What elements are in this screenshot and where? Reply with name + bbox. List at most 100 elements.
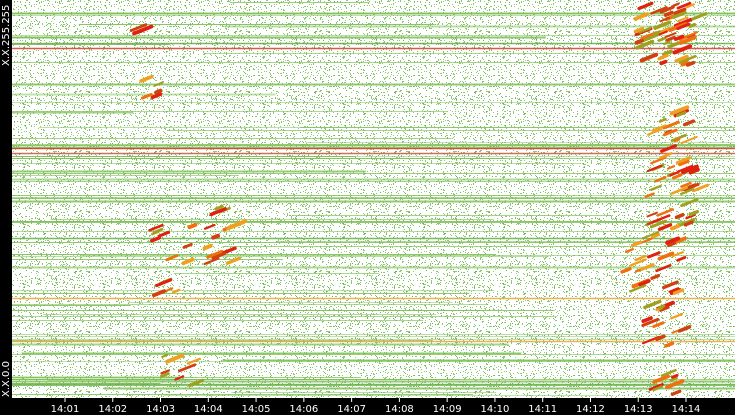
burst <box>647 251 661 259</box>
burst <box>692 183 710 193</box>
x-tick-label: 14:02 <box>98 404 127 415</box>
burst <box>160 372 170 378</box>
burst <box>665 35 676 42</box>
burst <box>672 2 680 7</box>
burst <box>674 54 689 63</box>
x-tick-label: 14:05 <box>242 404 271 415</box>
burst <box>222 246 237 255</box>
burst <box>680 164 699 175</box>
burst <box>667 241 677 248</box>
burst <box>676 164 694 173</box>
burst <box>661 280 679 290</box>
burst <box>659 5 675 14</box>
burst <box>647 128 663 136</box>
burst <box>151 230 160 236</box>
burst <box>656 208 674 217</box>
burst <box>652 321 665 329</box>
burst <box>154 88 163 95</box>
burst <box>150 92 163 100</box>
burst <box>650 6 668 15</box>
burst <box>202 243 213 251</box>
burst <box>685 60 696 67</box>
burst <box>646 164 663 173</box>
burst <box>642 231 660 240</box>
burst <box>181 257 195 266</box>
burst <box>682 119 696 127</box>
burst <box>675 156 691 165</box>
burst <box>129 23 148 32</box>
burst <box>658 30 668 36</box>
burst <box>678 35 697 45</box>
y-label-top: X.X.255.255 <box>1 5 12 66</box>
burst <box>655 334 666 342</box>
burst <box>135 24 154 35</box>
burst <box>673 17 693 28</box>
burst <box>165 353 185 364</box>
burst <box>635 39 655 50</box>
burst <box>630 240 642 248</box>
burst <box>680 60 689 67</box>
burst <box>687 33 696 39</box>
burst <box>658 304 666 310</box>
burst <box>669 376 678 382</box>
burst <box>155 278 173 288</box>
burst <box>652 385 664 392</box>
burst <box>678 159 690 167</box>
burst <box>671 373 679 379</box>
burst <box>661 49 673 57</box>
burst <box>638 26 652 34</box>
burst <box>651 124 667 132</box>
burst <box>673 138 681 143</box>
burst <box>670 389 682 396</box>
burst <box>659 152 673 159</box>
burst <box>674 213 685 220</box>
x-tick-label: 14:01 <box>51 404 80 415</box>
x-tick-label: 14:10 <box>481 404 510 415</box>
burst <box>683 220 694 227</box>
burst <box>625 248 634 254</box>
burst <box>160 369 170 375</box>
x-tick-label: 14:14 <box>672 404 701 415</box>
burst <box>188 378 205 388</box>
burst <box>662 128 678 137</box>
x-tick-label: 14:13 <box>624 404 653 415</box>
x-tick-label: 14:08 <box>385 404 414 415</box>
burst <box>678 35 688 41</box>
burst <box>643 299 662 310</box>
burst <box>670 133 687 142</box>
burst <box>653 30 661 35</box>
burst <box>641 317 660 327</box>
burst <box>676 1 692 10</box>
burst <box>664 32 677 39</box>
burst <box>688 23 697 29</box>
burst <box>677 218 696 228</box>
burst <box>211 252 227 260</box>
burst <box>149 236 161 243</box>
burst <box>659 59 668 66</box>
burst <box>186 357 201 365</box>
burst <box>680 197 699 208</box>
burst <box>225 256 241 265</box>
burst <box>203 223 216 230</box>
burst <box>209 207 227 217</box>
burst <box>182 242 193 249</box>
burst <box>140 92 153 100</box>
burst <box>620 267 632 274</box>
burst <box>659 16 671 23</box>
burst <box>668 287 680 293</box>
x-tick-label: 14:09 <box>433 404 462 415</box>
burst <box>672 173 683 180</box>
burst <box>685 3 695 9</box>
burst <box>161 353 169 359</box>
burst <box>673 34 685 41</box>
traffic-bursts <box>129 1 710 396</box>
burst <box>652 214 671 224</box>
burst <box>651 233 661 239</box>
burst <box>646 211 658 218</box>
burst <box>657 36 667 42</box>
burst <box>151 289 167 298</box>
burst <box>680 181 692 188</box>
burst <box>157 230 170 238</box>
